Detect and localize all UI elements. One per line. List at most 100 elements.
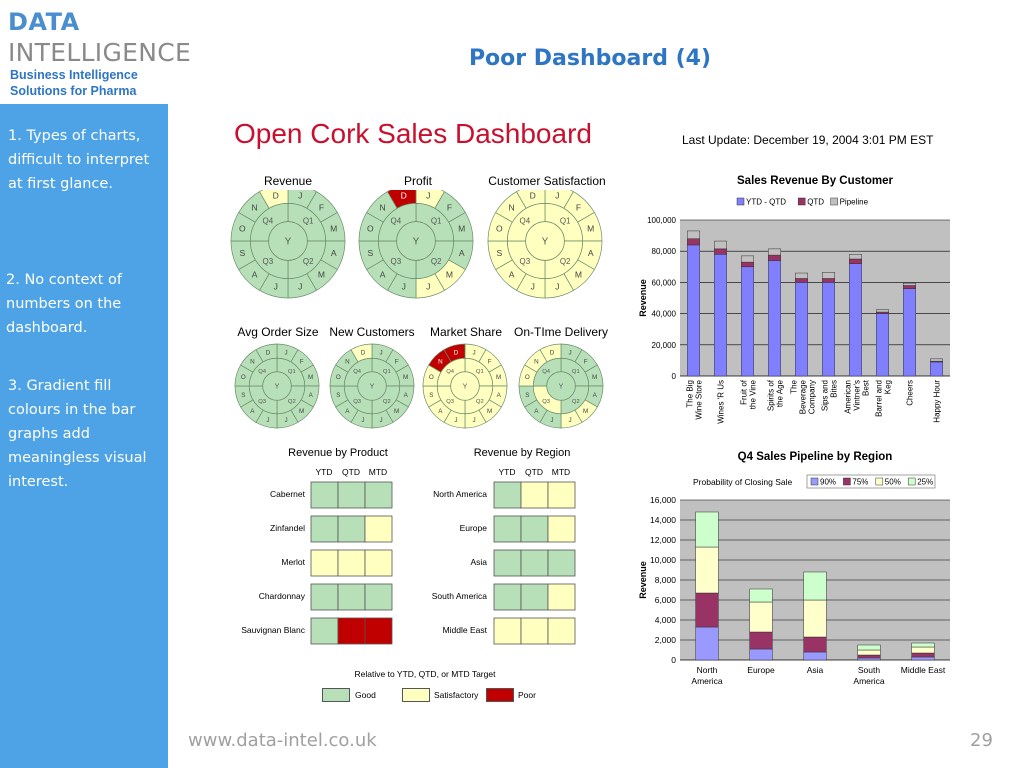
month-label: A (588, 248, 594, 258)
bar-segment (795, 272, 808, 279)
x-category-label: Asia (807, 665, 824, 675)
grid-cell (493, 617, 522, 645)
y-tick-label: 80,000 (652, 247, 677, 256)
cycle-chart-4: J F M A M J J A S O N D Q1 Q2 Q3 Q4 Y (329, 343, 415, 429)
month-label: A (345, 408, 350, 415)
month-label: A (534, 408, 539, 415)
x-category-line: Happy Hour (933, 380, 942, 423)
grid-row-label: Merlot (281, 557, 305, 567)
quarter-label: Q4 (446, 369, 455, 375)
y-tick-label: 14,000 (650, 515, 676, 525)
page-number: 29 (970, 730, 993, 751)
month-label: O (241, 374, 246, 381)
grid-revenue-by-product: YTD QTD MTD Cabernet Zinfandel Merlot Chardonn… (241, 467, 393, 645)
month-label: M (458, 224, 465, 234)
y-tick-label: 4,000 (655, 615, 677, 625)
legend-label-poor: Poor (518, 690, 536, 700)
bar-segment (822, 272, 835, 279)
month-label: D (266, 350, 271, 357)
month-label: A (404, 392, 409, 399)
bar-segment (795, 282, 808, 377)
quarter-label: Q4 (542, 369, 551, 375)
x-category-line: Best (862, 379, 871, 396)
month-label: A (309, 392, 314, 399)
quarter-label: Q3 (263, 257, 274, 266)
grid-column-header: MTD (369, 467, 387, 477)
grid-row-label: Asia (470, 557, 487, 567)
grid-cell (337, 583, 366, 611)
y-axis-label: Revenue (638, 561, 648, 599)
y-tick-label: 0 (671, 655, 676, 665)
quarter-label: Q1 (572, 369, 580, 375)
month-label: S (367, 248, 373, 258)
logo-sub1: Business Intelligence (10, 68, 138, 82)
month-label: D (530, 190, 536, 200)
grid-cell (364, 583, 393, 611)
grid-title-product: Revenue by Product (288, 447, 388, 459)
cycle-label-customer-satisfaction: Customer Satisfaction (488, 174, 606, 188)
grid-revenue-by-region: YTD QTD MTD North America Europe Asia South Am… (432, 467, 576, 645)
quarter-label: Q3 (542, 399, 551, 405)
month-label: M (403, 374, 408, 381)
x-category-line: American (844, 380, 853, 414)
bar-segment (822, 278, 835, 283)
y-tick-label: 16,000 (650, 495, 676, 505)
quarter-label: Q3 (520, 257, 531, 266)
grid-row-label: Europe (460, 523, 488, 533)
bar-segment (857, 657, 881, 661)
grid-cell (364, 481, 393, 509)
quarter-label: Q2 (288, 399, 296, 405)
month-label: M (592, 374, 597, 381)
q4-sales-pipeline-chart: Q4 Sales Pipeline by Region Probability o… (638, 451, 950, 686)
bar-segment (749, 588, 773, 603)
month-label: J (550, 417, 553, 424)
y-axis-label: Revenue (638, 279, 648, 317)
y-tick-label: 10,000 (650, 555, 676, 565)
x-category-line: Sips and (821, 380, 830, 411)
bar-segment (911, 656, 935, 661)
x-category-line: Barrel and (875, 380, 884, 417)
month-label: M (299, 408, 304, 415)
y-tick-label: 100,000 (647, 216, 676, 225)
month-label: J (555, 190, 559, 200)
quarter-label: Q1 (383, 369, 391, 375)
bar-segment (768, 248, 781, 256)
x-category-line: Vintner's (853, 380, 862, 411)
legend-swatch (810, 477, 819, 486)
x-category-line: The Big (686, 380, 695, 408)
x-category-line: Bites (830, 380, 839, 398)
cycle-chart-6: J F M A M J J A S O N D Q1 Q2 Q3 Q4 Y (518, 343, 604, 429)
quarter-label: Q4 (263, 217, 274, 226)
x-category-line: Spirits of (767, 379, 776, 411)
y-tick-label: 0 (672, 372, 677, 381)
quarter-label: Q3 (391, 257, 402, 266)
logo-line2: INTELLIGENCE (8, 38, 192, 67)
quarter-label: Q1 (476, 369, 484, 375)
month-label: F (584, 359, 588, 366)
bar-segment (911, 646, 935, 654)
logo-sub2: Solutions for Pharma (10, 84, 137, 98)
quarter-label: Q4 (258, 369, 267, 375)
sidebar-point-2: 2. No context of numbers on the dashboar… (6, 272, 123, 336)
cycle-chart-3: J F M A M J J A S O N D Q1 Q2 Q3 Q4 Y (234, 343, 320, 429)
grid-cell (520, 617, 549, 645)
month-label: O (525, 374, 530, 381)
month-label: D (454, 350, 459, 357)
month-label: N (379, 203, 385, 213)
cycle-label-revenue: Revenue (263, 174, 313, 188)
sidebar-notes: 1. Types of charts, difficult to interpr… (0, 104, 168, 768)
x-category-line: America (853, 676, 884, 686)
month-label: M (394, 408, 399, 415)
y-tick-label: 60,000 (652, 278, 677, 287)
legend-label: 90% (820, 478, 836, 487)
month-label: S (429, 392, 433, 399)
x-category-line: South (858, 665, 880, 675)
y-tick-label: 6,000 (655, 595, 677, 605)
bar-segment (849, 254, 862, 260)
y-tick-label: 20,000 (652, 341, 677, 350)
bar-segment (911, 642, 935, 648)
grid-row-label: Middle East (443, 625, 488, 635)
month-label: J (555, 282, 559, 292)
legend-label-satisfactory: Satisfactory (434, 690, 479, 700)
bar-segment (857, 654, 881, 659)
